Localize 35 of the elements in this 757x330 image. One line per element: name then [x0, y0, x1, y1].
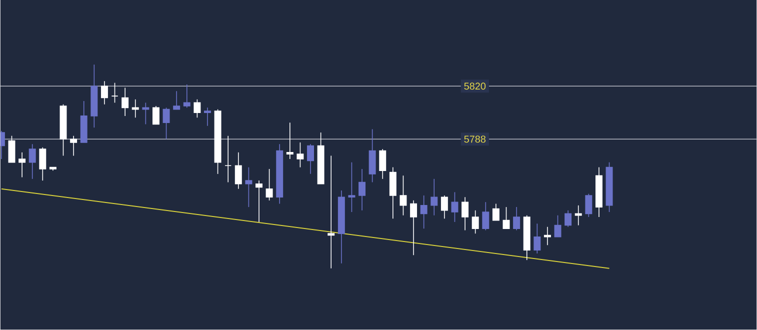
candlestick — [256, 180, 262, 223]
candlestick — [440, 195, 448, 220]
candlestick — [451, 192, 458, 223]
candlestick — [100, 80, 108, 105]
candlestick — [523, 215, 530, 261]
candlestick — [90, 64, 98, 128]
candlestick — [338, 190, 345, 264]
candlestick — [420, 195, 428, 230]
candlestick — [564, 210, 572, 228]
candlestick — [400, 175, 407, 216]
candlestick — [328, 155, 335, 269]
candlestick — [234, 152, 242, 190]
candlestick — [513, 206, 520, 231]
y-tick-label: 5820 — [464, 82, 486, 90]
candlestick — [348, 162, 356, 213]
candlestick — [544, 226, 551, 246]
candlestick — [430, 178, 438, 216]
candlestick — [286, 122, 294, 160]
candlestick — [276, 144, 284, 204]
candlestick — [379, 148, 386, 180]
candlestick — [307, 144, 314, 174]
candlestick — [595, 167, 602, 218]
candlestick — [245, 167, 252, 208]
candlestick — [410, 200, 418, 256]
candlestick — [389, 167, 396, 220]
candlestick — [70, 136, 78, 156]
y-tick-label: 5788 — [464, 136, 486, 143]
candlestick — [462, 196, 469, 231]
candlestick — [224, 136, 232, 183]
candlestick — [482, 202, 490, 231]
candlestick — [122, 88, 129, 117]
candlestick — [358, 168, 366, 211]
candlestick — [18, 152, 26, 178]
candlestick — [204, 107, 211, 126]
candlestick — [183, 84, 190, 108]
